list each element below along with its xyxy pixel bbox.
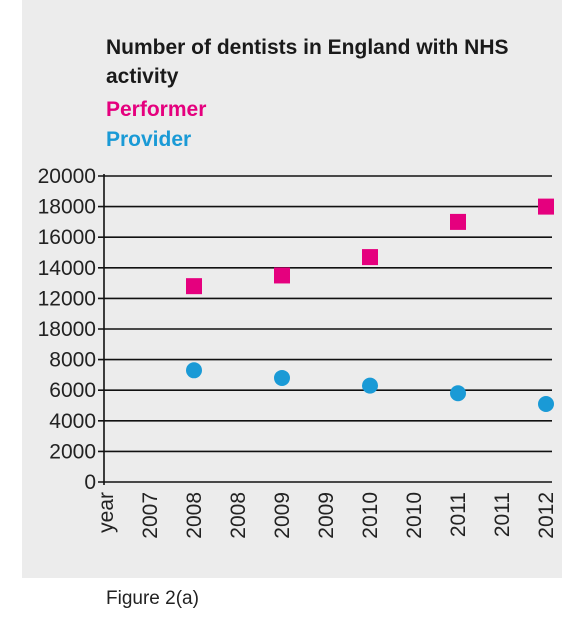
legend-provider: Provider	[106, 128, 192, 151]
performer-point	[186, 278, 202, 295]
y-tick-label: 2000	[49, 440, 96, 463]
x-tick-label: 2010	[403, 492, 426, 539]
x-tick-label: year	[95, 492, 118, 533]
x-tick-label: 2009	[271, 492, 294, 539]
chart-title: Number of dentists in England with NHS a…	[106, 36, 509, 88]
x-tick-label: 2008	[183, 492, 206, 539]
provider-point	[186, 362, 202, 379]
x-tick-label: 2007	[139, 492, 162, 539]
x-tick-label: 2011	[491, 492, 514, 537]
performer-point	[362, 249, 378, 266]
provider-point	[274, 369, 290, 386]
y-tick-label: 12000	[38, 287, 96, 310]
x-tick-label: 2008	[227, 492, 250, 539]
y-tick-label: 18000	[38, 196, 96, 219]
y-tick-label: 20000	[38, 165, 96, 188]
y-tick-label: 0	[84, 471, 96, 494]
provider-point	[362, 377, 378, 394]
x-tick-label: 2009	[315, 492, 338, 539]
provider-point	[450, 385, 466, 402]
y-tick-label: 18000	[38, 318, 96, 341]
y-tick-label: 8000	[49, 349, 96, 372]
y-tick-label: 14000	[38, 257, 96, 280]
y-tick-label: 4000	[49, 410, 96, 433]
x-tick-label: 2010	[359, 492, 382, 539]
y-tick-label: 6000	[49, 379, 96, 402]
legend-performer: Performer	[106, 98, 207, 121]
x-tick-label: 2011	[447, 492, 470, 537]
x-tick-label: 2012	[535, 492, 558, 539]
performer-point	[538, 198, 554, 215]
performer-point	[450, 213, 466, 230]
provider-point	[538, 395, 554, 412]
performer-point	[274, 267, 290, 284]
scatter-chart: 0 2000 4000 6000 8000 18000 12000 14000 16000 180…	[38, 165, 558, 539]
figure-caption: Figure 2(a)	[106, 588, 199, 609]
y-tick-label: 16000	[38, 226, 96, 249]
